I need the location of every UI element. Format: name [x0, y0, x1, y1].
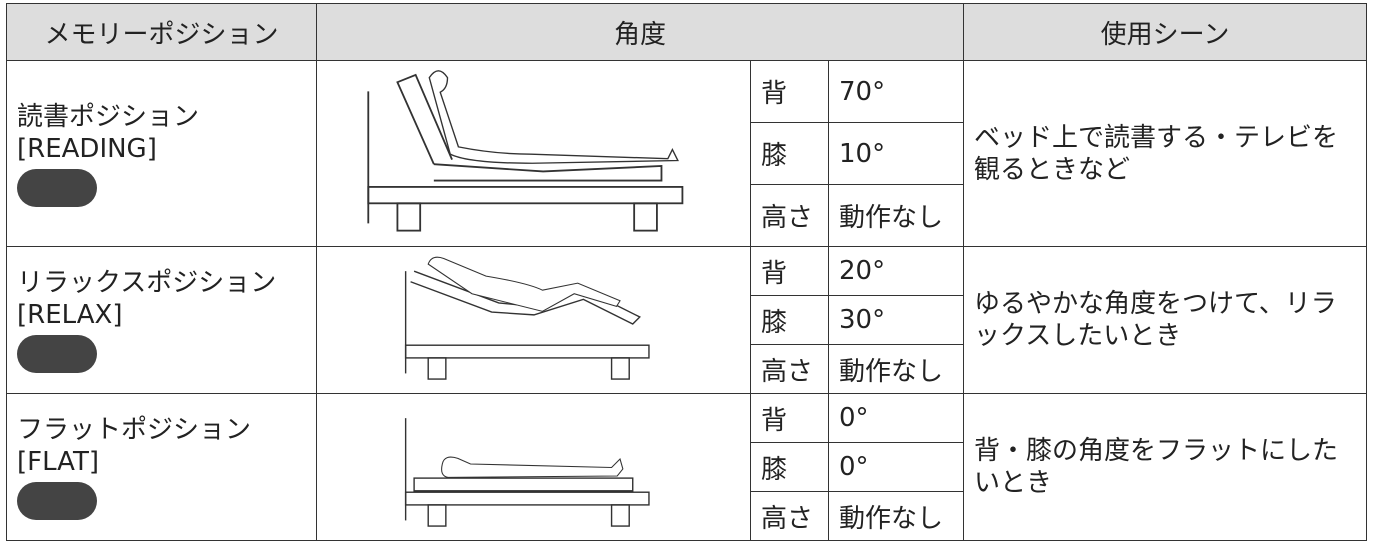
angle-label: 背	[750, 393, 829, 443]
position-en: [RELAX]	[17, 300, 123, 330]
angle-value: 動作なし	[827, 344, 965, 394]
header-cell: メモリーポジション	[6, 3, 317, 61]
position-name: フラットポジション	[17, 415, 252, 445]
position-icon	[17, 168, 97, 207]
angle-value: 20°	[827, 246, 965, 296]
angle-value: 30°	[827, 295, 965, 345]
position-cell: リラックスポジション [RELAX]	[6, 246, 317, 394]
illustration-cell	[316, 60, 751, 247]
table-row: 膝 0°	[7, 442, 1367, 492]
position-name: 読書ポジション	[17, 101, 200, 132]
angle-value: 10°	[827, 122, 965, 185]
angle-value: 70°	[827, 60, 965, 123]
position-name: リラックスポジション	[17, 268, 277, 298]
angle-value: 0°	[827, 442, 965, 492]
angle-label: 高さ	[750, 184, 829, 247]
position-icon	[17, 335, 97, 373]
angle-value: 動作なし	[827, 491, 965, 541]
angle-value: 動作なし	[827, 184, 965, 247]
angle-label: 膝	[750, 122, 829, 185]
bed-illustration	[404, 417, 650, 527]
bed-illustration	[404, 256, 650, 380]
table-row: 高さ 動作なし	[7, 184, 1367, 247]
angle-label: 背	[750, 60, 829, 123]
position-en: [READING]	[17, 133, 157, 164]
bed-illustration	[366, 69, 683, 232]
angle-value: 0°	[827, 393, 965, 443]
illustration-cell	[316, 393, 751, 541]
angle-label: 高さ	[750, 491, 829, 541]
position-en: [FLAT]	[17, 447, 99, 477]
illustration-cell	[316, 246, 751, 394]
position-icon	[17, 482, 97, 520]
table-row: 膝 10°	[7, 122, 1367, 185]
table-row: 膝 30°	[7, 295, 1367, 345]
table-row: 読書ポジション [READING] 背 70° ベッド上で読書する・テレビを観るときなど	[6, 60, 1368, 247]
table-row: 高さ 動作なし	[7, 491, 1367, 541]
position-table: メモリーポジション 角度 使用シーン 読書ポジション [READING] 背 70° ベ…	[6, 3, 1368, 541]
scene-cell: ベッド上で読書する・テレビを観るときなど	[963, 60, 1368, 247]
angle-label: 膝	[750, 295, 829, 345]
header-cell: 使用シーン	[963, 3, 1368, 61]
header-cell: 角度	[315, 3, 965, 61]
table-row: リラックスポジション [RELAX] 背 20° ゆるやかな角度をつけて、リラックスした…	[6, 246, 1368, 394]
position-cell: フラットポジション [FLAT]	[6, 393, 317, 541]
position-cell: 読書ポジション [READING]	[6, 60, 317, 247]
scene-cell: 背・膝の角度をフラットにしたいとき	[963, 393, 1368, 541]
header-row: メモリーポジション 角度 使用シーン	[6, 3, 1368, 61]
angle-label: 背	[750, 246, 829, 296]
angle-label: 膝	[750, 442, 829, 492]
scene-cell: ゆるやかな角度をつけて、リラックスしたいとき	[963, 246, 1368, 394]
table-row: フラットポジション [FLAT] 背 0° 背・膝の角度をフラットにしたいとき	[6, 393, 1368, 541]
angle-label: 高さ	[750, 344, 829, 394]
